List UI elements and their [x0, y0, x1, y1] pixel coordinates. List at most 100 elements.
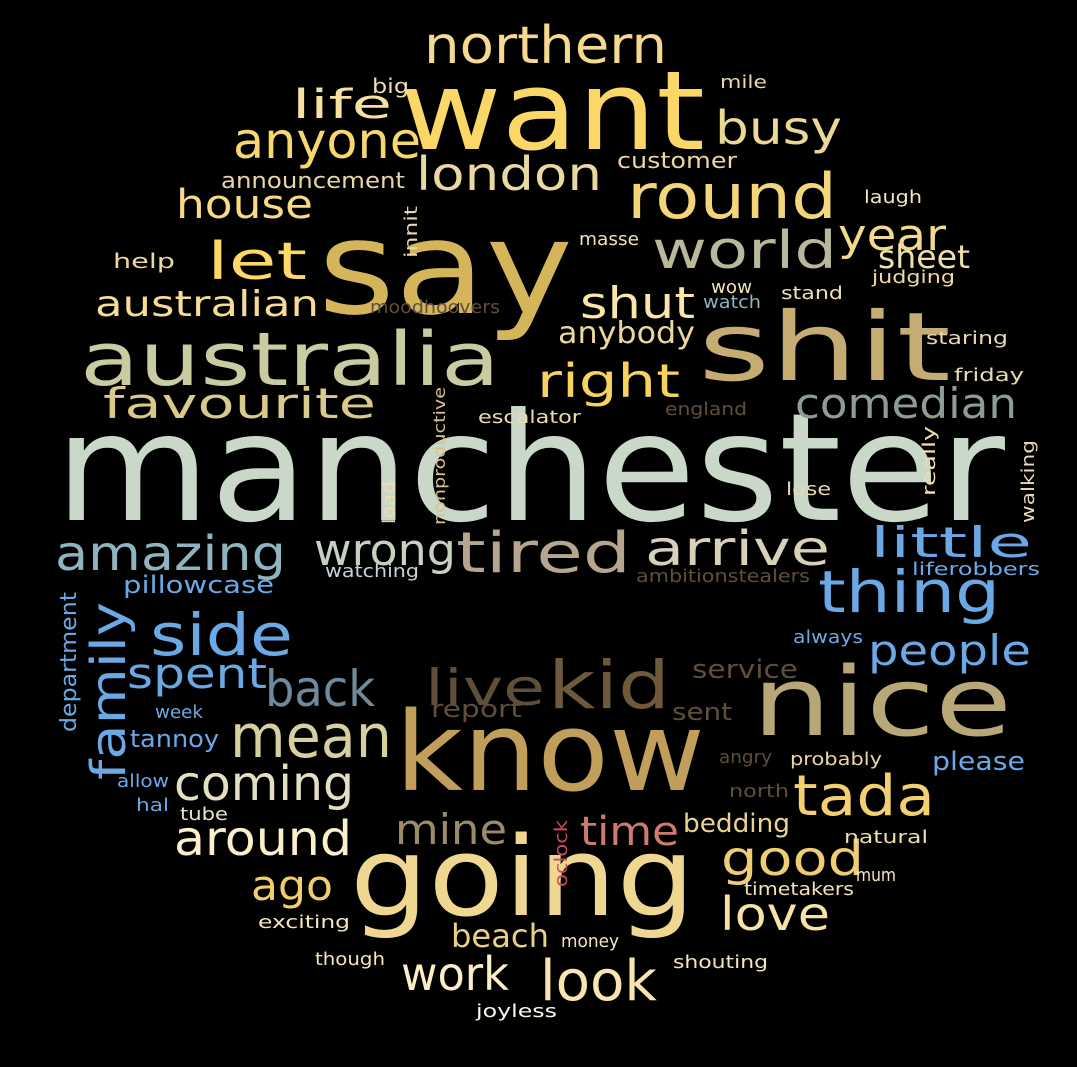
word-pillowcase: pillowcase	[123, 571, 274, 599]
word-tannoy: tannoy	[130, 725, 219, 753]
word-look: look	[540, 949, 658, 1014]
word-escalator: escalator	[478, 407, 582, 428]
word-tube: tube	[180, 804, 228, 825]
word-little: little	[870, 518, 1032, 567]
word-tada: tada	[793, 764, 935, 829]
word-masse: masse	[579, 229, 639, 250]
word-people: people	[868, 626, 1031, 675]
word-arrive: arrive	[645, 521, 830, 577]
word-friday: friday	[954, 365, 1024, 386]
word-lose: lose	[786, 479, 831, 500]
word-judging: judging	[871, 267, 955, 288]
word-allow: allow	[117, 771, 169, 792]
word-know: know	[395, 688, 705, 816]
word-thing: thing	[818, 558, 1000, 626]
word-load: load	[379, 481, 400, 524]
word-nonproductive: nonproductive	[430, 387, 449, 525]
word-mean: mean	[230, 702, 392, 772]
word-north: north	[729, 781, 789, 802]
word-laugh: laugh	[864, 187, 922, 208]
word-around: around	[174, 811, 352, 867]
word-say: say	[318, 192, 573, 344]
word-london: london	[416, 147, 602, 201]
word-announcement: announcement	[221, 169, 405, 194]
word-favourite: favourite	[103, 379, 376, 428]
word-comedian: comedian	[795, 379, 1017, 428]
word-department: department	[57, 592, 82, 732]
word-report: report	[431, 695, 522, 723]
word-manchester: manchester	[55, 382, 1005, 556]
word-wow: wow	[711, 277, 752, 298]
word-oclock: oclock	[551, 819, 572, 887]
word-hal: hal	[136, 795, 169, 816]
word-world: world	[652, 221, 837, 281]
word-amazing: amazing	[55, 526, 286, 582]
word-angry: angry	[719, 747, 772, 768]
word-anybody: anybody	[558, 316, 695, 351]
word-round: round	[627, 160, 837, 233]
word-side: side	[150, 601, 293, 669]
word-spent: spent	[127, 649, 267, 698]
word-australia: australia	[80, 317, 500, 403]
word-coming: coming	[174, 756, 354, 812]
word-right: right	[537, 354, 680, 408]
word-staring: staring	[926, 328, 1008, 349]
word-watch: watch	[703, 292, 761, 313]
word-walking: walking	[1018, 440, 1039, 523]
word-natural: natural	[844, 827, 928, 848]
word-ambitionstealers: ambitionstealers	[636, 566, 810, 587]
word-moodhoovers: moodhoovers	[370, 297, 500, 318]
word-let: let	[207, 232, 307, 292]
word-exciting: exciting	[258, 912, 350, 933]
word-mine: mine	[395, 805, 507, 854]
word-australian: australian	[95, 284, 319, 325]
word-mile: mile	[720, 72, 767, 93]
word-northern: northern	[424, 16, 667, 76]
word-service: service	[692, 655, 798, 685]
word-probably: probably	[790, 749, 882, 770]
word-innit: innit	[401, 206, 422, 258]
word-shut: shut	[580, 278, 695, 329]
word-life: life	[292, 82, 392, 128]
word-love: love	[720, 887, 830, 941]
word-shouting: shouting	[673, 952, 768, 973]
word-live: live	[425, 659, 545, 717]
word-house: house	[176, 182, 313, 228]
word-kid: kid	[548, 647, 670, 724]
word-customer: customer	[617, 149, 738, 174]
word-stand: stand	[781, 283, 843, 304]
word-shit: shit	[698, 293, 951, 403]
word-anyone: anyone	[233, 112, 421, 170]
word-want: want	[400, 47, 705, 175]
word-sent: sent	[672, 698, 732, 726]
word-ago: ago	[251, 861, 333, 910]
word-money: money	[561, 931, 619, 952]
word-wrong: wrong	[314, 525, 456, 576]
word-mum: mum	[856, 865, 896, 886]
word-joyless: joyless	[475, 1001, 557, 1022]
word-family: family	[81, 602, 137, 780]
word-really: really	[919, 426, 940, 496]
word-back: back	[265, 660, 375, 718]
word-help: help	[113, 249, 175, 273]
word-liferobbers: liferobbers	[912, 559, 1040, 580]
word-tired: tired	[456, 521, 631, 586]
word-timetakers: timetakers	[744, 879, 854, 900]
word-please: please	[932, 747, 1025, 777]
word-good: good	[721, 831, 864, 887]
word-though: though	[315, 949, 385, 970]
word-going: going	[350, 813, 695, 941]
word-england: england	[665, 399, 747, 420]
word-beach: beach	[451, 917, 549, 955]
word-year: year	[838, 210, 947, 261]
word-time: time	[580, 809, 679, 855]
word-week: week	[155, 702, 204, 723]
word-big: big	[372, 74, 409, 98]
word-watching: watching	[325, 561, 419, 582]
word-nice: nice	[752, 648, 1012, 758]
word-work: work	[401, 947, 509, 1001]
word-always: always	[793, 627, 863, 648]
word-bedding: bedding	[683, 809, 790, 839]
